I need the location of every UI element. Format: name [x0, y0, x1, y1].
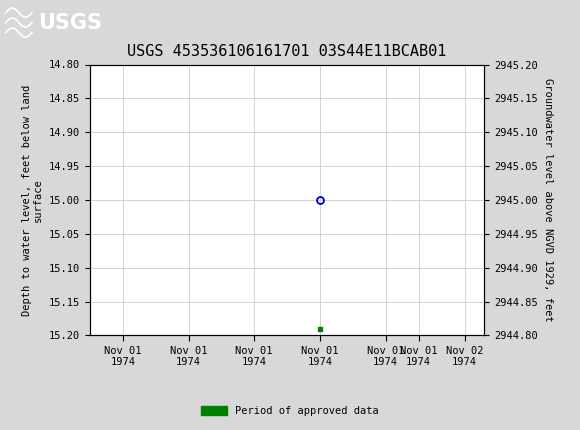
- Y-axis label: Groundwater level above NGVD 1929, feet: Groundwater level above NGVD 1929, feet: [543, 78, 553, 322]
- Legend: Period of approved data: Period of approved data: [197, 402, 383, 421]
- Text: USGS: USGS: [38, 13, 102, 34]
- Title: USGS 453536106161701 03S44E11BCAB01: USGS 453536106161701 03S44E11BCAB01: [128, 44, 447, 59]
- Y-axis label: Depth to water level, feet below land
surface: Depth to water level, feet below land su…: [22, 84, 44, 316]
